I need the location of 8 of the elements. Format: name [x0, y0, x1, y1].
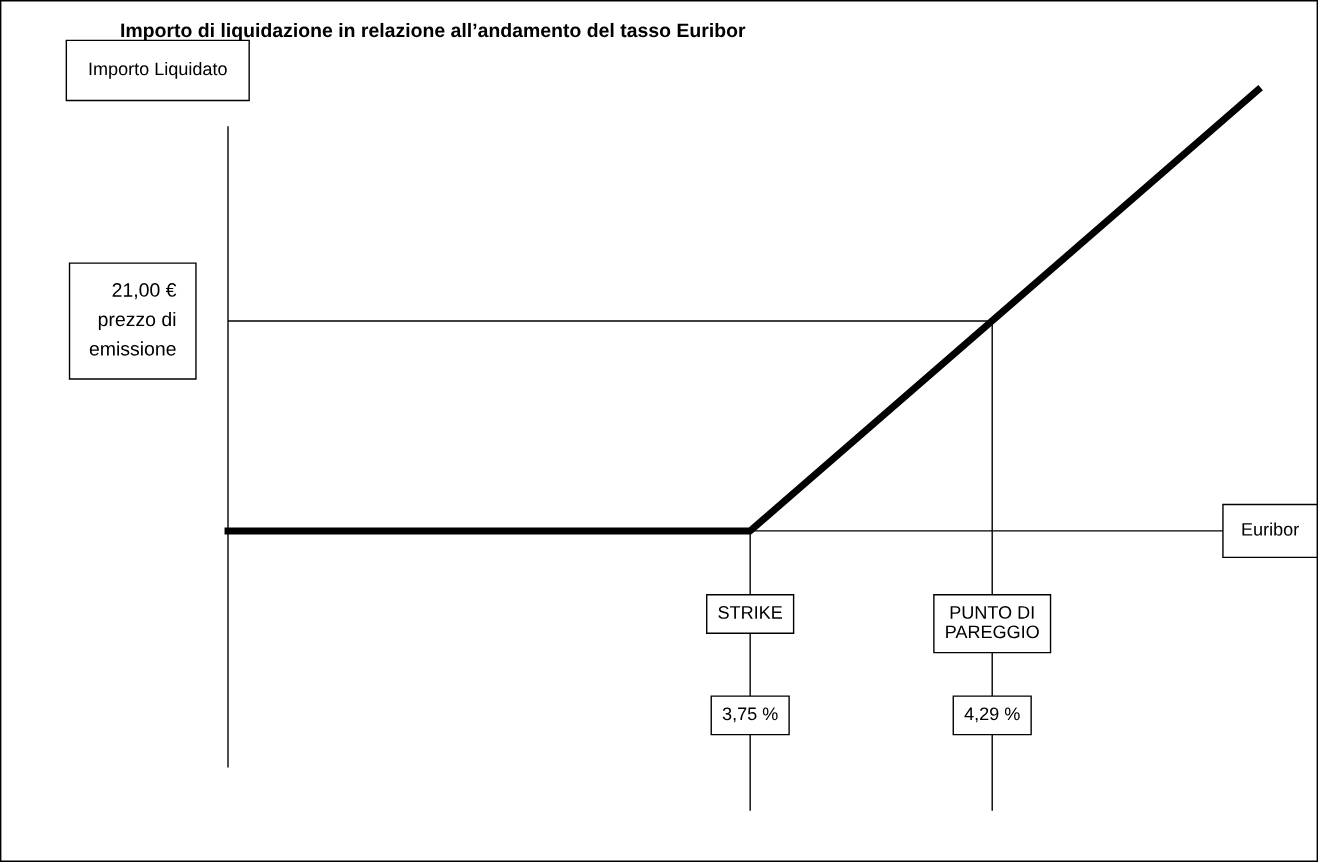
text: STRIKE [718, 606, 782, 619]
x-tick-label: 3,75 % [722, 707, 778, 723]
ref-line-label: 21,00 € prezzo di emissione [89, 283, 177, 356]
text: PUNTO DI PAREGGIO [946, 606, 1039, 639]
x-tick-label: 4,29 % [964, 707, 1020, 723]
chart-title: Importo di liquidazione in relazione all’andamento del tasso Euribor [121, 22, 746, 42]
x-axis-title: Euribor [1242, 522, 1299, 536]
y-axis-title: Importo Liquidato [89, 62, 227, 79]
